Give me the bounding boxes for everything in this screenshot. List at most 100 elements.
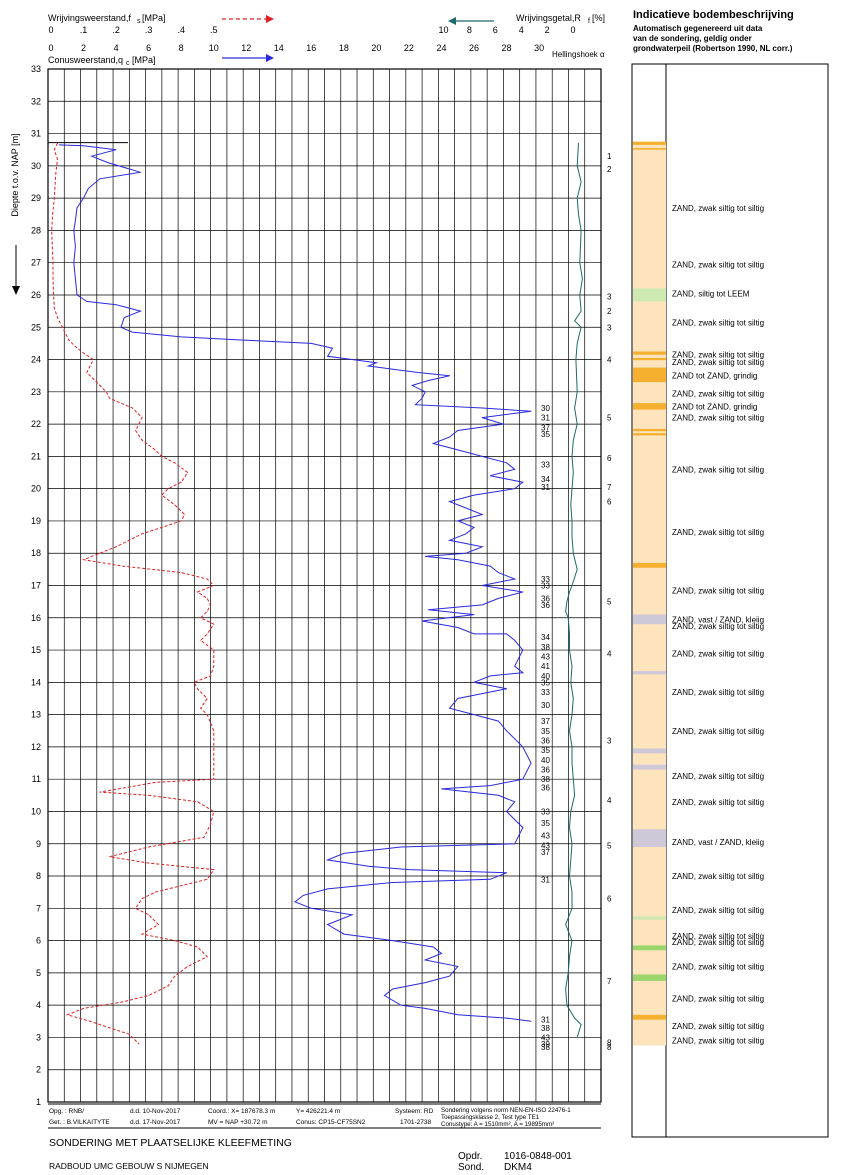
fs-series-line-point: [213, 623, 215, 625]
qc-value-label: 34: [541, 475, 550, 484]
soil-band: [633, 357, 666, 361]
rf-series-line-point: [571, 762, 573, 764]
fs-series-line-point: [158, 924, 159, 925]
rf-series-line-point: [571, 536, 573, 538]
qc-series-line-point: [457, 449, 459, 451]
footer-coord-y: Y= 426221.4 m: [296, 1108, 340, 1115]
qc-series-line-point: [514, 468, 516, 470]
footer-conus: Conus: CP15-CF75SN2: [296, 1119, 366, 1126]
qc-series-line-point: [457, 559, 459, 561]
qc-series-line-point: [424, 982, 426, 983]
rf-series-line-point: [565, 924, 566, 925]
qc-tick-label: 22: [404, 43, 414, 53]
qc-series-line-point: [351, 914, 353, 916]
qc-tick-label: 6: [146, 43, 151, 53]
qc-value-label: 36: [541, 594, 550, 603]
rf-series-line-point: [571, 520, 573, 522]
qc-series-line-point: [376, 362, 377, 364]
qc-series-line-point: [83, 145, 84, 147]
fs-series-line-point: [193, 681, 195, 683]
fs-series-line-point: [210, 604, 211, 606]
qc-series-line-point: [449, 501, 450, 502]
fs-series-line-point: [83, 1008, 84, 1009]
qc-series-line-point: [351, 359, 353, 360]
qc-series-line-point: [522, 591, 524, 593]
qc-series-line-point: [400, 846, 402, 848]
angle-label: 5: [607, 598, 612, 607]
qc-series-line-point: [473, 494, 475, 496]
qc-value-label: 33: [541, 460, 550, 469]
fs-series-line-point: [197, 801, 198, 803]
footer-opg: Opg. : RNB/: [49, 1108, 84, 1115]
qc-value-label: 30: [541, 701, 550, 710]
legend-line1: Automatisch gegenereerd uit data: [633, 24, 763, 33]
rf-series-line-point: [576, 391, 578, 393]
qc-series-line-point: [424, 959, 426, 961]
fs-series-line-point: [53, 294, 54, 296]
soil-description: ZAND, zwak siltig tot siltig: [672, 1022, 764, 1031]
qc-series-line-point: [416, 372, 418, 373]
qc-value-label: 35: [541, 430, 550, 439]
qc-series-line-point: [332, 347, 333, 349]
qc-series-line-point: [107, 162, 109, 164]
qc-series-line-point: [473, 681, 475, 683]
angle-label: 6: [607, 498, 612, 507]
rf-legend-arrow-icon: [448, 17, 456, 25]
qc-value-label: 39: [541, 1040, 550, 1049]
qc-value-label: 34: [541, 633, 550, 642]
qc-series-line-point: [498, 572, 499, 573]
fs-series-line-point: [197, 591, 198, 593]
rf-series-line-point: [576, 423, 578, 425]
rf-axis-label: Wrijvingsgetal,R: [516, 13, 581, 23]
fs-series-line-point: [89, 1020, 91, 1022]
qc-series-line-point: [421, 397, 423, 399]
rf-series-line-point: [567, 972, 569, 974]
soil-description: ZAND, zwak siltig tot siltig: [672, 906, 764, 915]
soil-description: ZAND, zwak siltig tot siltig: [672, 649, 764, 658]
fs-series-line-point: [75, 346, 76, 347]
fs-series-line-point: [200, 640, 202, 641]
depth-tick-label: 25: [31, 322, 41, 332]
soil-description: ZAND, zwak siltig tot siltig: [672, 465, 764, 474]
fs-series-line-point: [128, 539, 130, 541]
depth-tick-label: 4: [36, 1000, 41, 1010]
fs-series-line-point: [154, 782, 156, 783]
qc-value-label: 33: [541, 575, 550, 584]
fs-series-line-point: [148, 914, 150, 916]
rf-tick-label: 2: [545, 25, 550, 35]
soil-description: ZAND, zwak siltig tot siltig: [672, 772, 764, 781]
qc-series-line-point: [140, 171, 141, 173]
fs-series-line-point: [92, 378, 94, 380]
rf-series-line-point: [576, 343, 578, 344]
qc-tick-label: 2: [81, 43, 86, 53]
fs-series-line-point: [55, 171, 57, 173]
angle-label: 4: [607, 796, 612, 805]
qc-tick-label: 28: [502, 43, 512, 53]
qc-value-label: 36: [541, 601, 550, 610]
qc-tick-label: 10: [209, 43, 219, 53]
qc-tick-label: 8: [179, 43, 184, 53]
qc-series-line-point: [506, 462, 507, 464]
qc-series-line-point: [473, 633, 475, 635]
fs-series-line-point: [53, 307, 55, 309]
soil-description: ZAND, siltig tot LEEM: [672, 289, 750, 298]
fs-series-line-point: [180, 885, 182, 887]
fs-tick-label: .5: [210, 25, 218, 35]
depth-tick-label: 17: [31, 581, 41, 591]
fs-series-line-point: [213, 649, 215, 651]
soil-description: ZAND tot ZAND, grindig: [672, 372, 757, 381]
footer-sond-value: DKM4: [504, 1162, 532, 1173]
fs-series-line-point: [105, 391, 107, 393]
qc-series-line-point: [449, 707, 450, 709]
rf-series-line-point: [580, 310, 582, 312]
qc-series-line-point: [522, 827, 524, 828]
qc-tick-label: 4: [114, 43, 119, 53]
fs-series-line-point: [206, 578, 208, 580]
depth-tick-label: 14: [31, 677, 41, 687]
qc-value-label: 38: [541, 1043, 550, 1052]
fs-series-line-point: [66, 1014, 68, 1016]
fs-series-line-point: [203, 836, 205, 838]
qc-value-label: 38: [541, 643, 550, 652]
qc-series-line-point: [481, 546, 483, 548]
